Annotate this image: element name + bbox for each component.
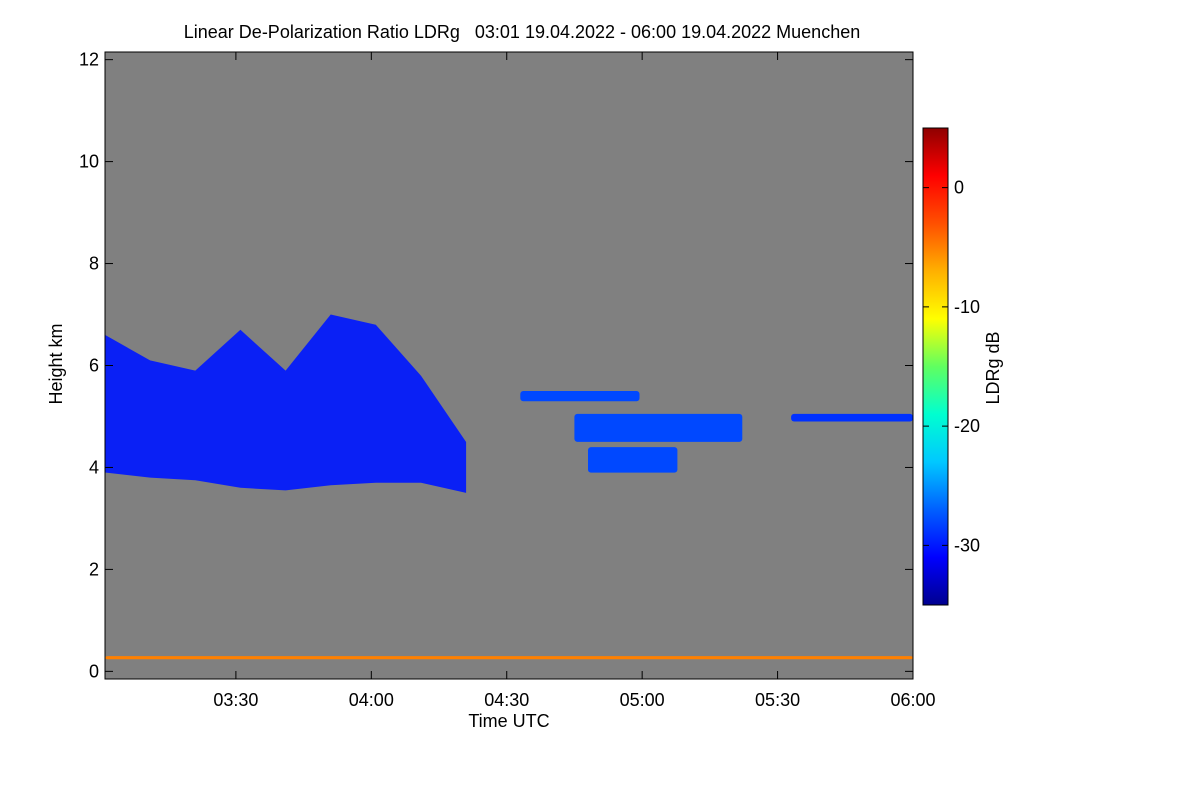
chart-title: Linear De-Polarization Ratio LDRg 03:01 … [184, 22, 860, 42]
x-axis: 03:30 04:00 04:30 05:00 05:30 06:00 [213, 52, 936, 710]
y-tick-label: 0 [89, 661, 99, 681]
x-tick-label: 03:30 [213, 690, 258, 710]
colorbar-tick-label: -10 [954, 297, 980, 317]
ice-cloud-layer-1 [105, 314, 467, 493]
cloud-patch-middle [574, 413, 743, 442]
colorbar-tick-label: 0 [954, 178, 964, 198]
y-axis: 0 2 4 6 8 10 12 [79, 50, 913, 681]
colorbar-tick-label: -30 [954, 535, 980, 555]
y-tick-label: 4 [89, 457, 99, 477]
colorbar-tick-label: -20 [954, 416, 980, 436]
y-tick-label: 6 [89, 356, 99, 376]
y-tick-label: 12 [79, 50, 99, 70]
colorbar-label: LDRg dB [983, 331, 1003, 404]
plot-area [104, 51, 914, 680]
x-tick-label: 04:00 [349, 690, 394, 710]
y-tick-label: 8 [89, 254, 99, 274]
x-axis-label: Time UTC [468, 711, 549, 731]
y-tick-label: 10 [79, 152, 99, 172]
data-layer [105, 314, 913, 660]
x-tick-label: 04:30 [484, 690, 529, 710]
colorbar: 0 -10 -20 -30 LDRg dB [922, 127, 1003, 606]
x-tick-label: 05:30 [755, 690, 800, 710]
thin-layer-right [791, 413, 913, 422]
cloud-patch-upper [520, 391, 640, 402]
y-axis-label: Height km [46, 323, 66, 404]
y-tick-label: 2 [89, 559, 99, 579]
x-tick-label: 05:00 [620, 690, 665, 710]
colorbar-bar [922, 127, 949, 606]
x-tick-label: 06:00 [890, 690, 935, 710]
cloud-patch-lower [588, 447, 678, 473]
near-surface-layer [105, 656, 913, 660]
colorbar-ticks: 0 -10 -20 -30 [923, 178, 980, 555]
